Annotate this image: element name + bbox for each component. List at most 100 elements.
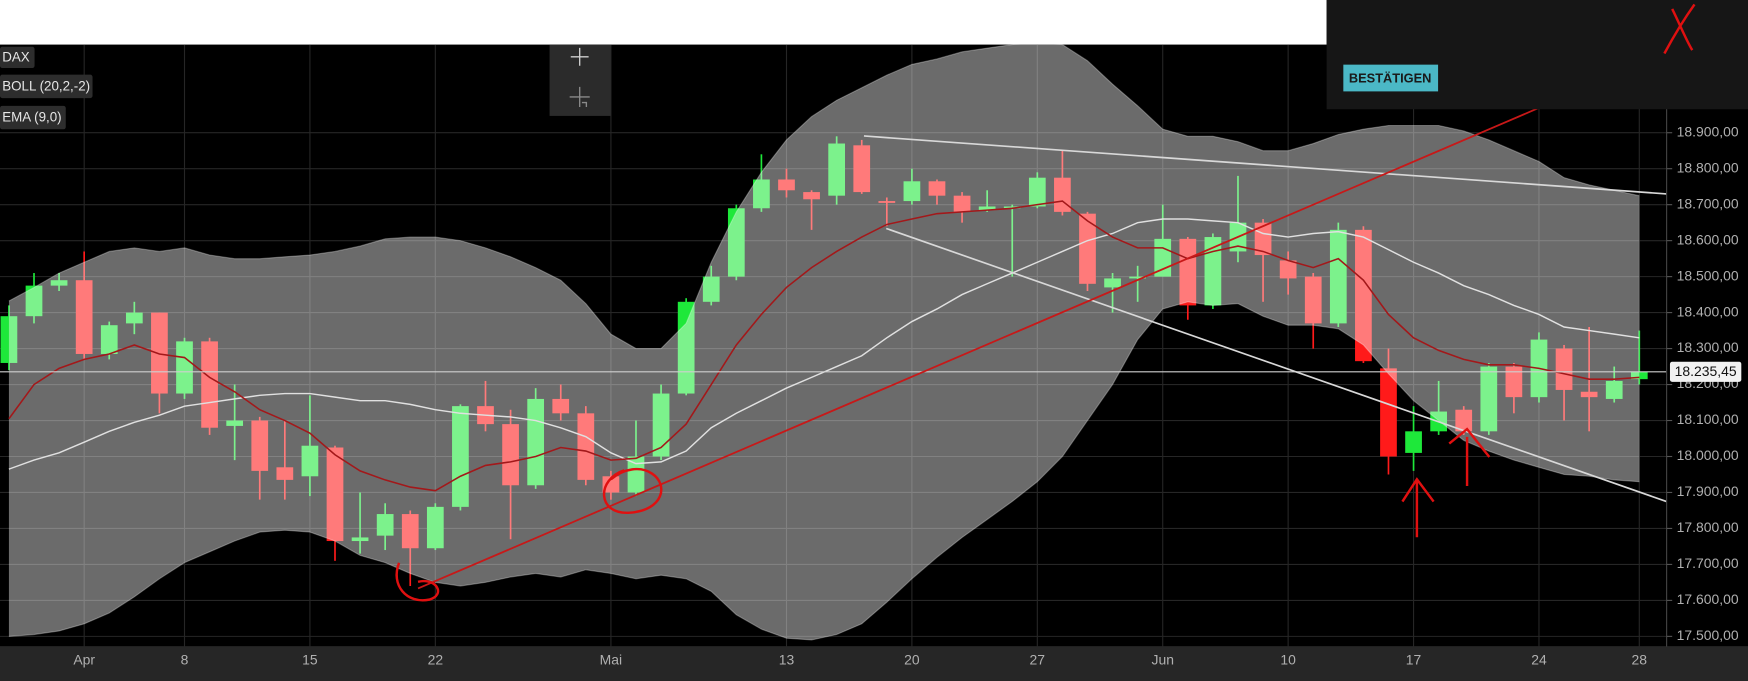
candle-body: [928, 181, 946, 196]
candle-body: [1580, 391, 1598, 398]
candle-body: [778, 179, 795, 191]
ema-line: [8, 200, 1640, 492]
candle-body: [803, 192, 820, 200]
y-tick-label: 18.600,00: [1677, 231, 1739, 247]
x-tick-label: 28: [1632, 652, 1648, 668]
last-price-label: 18.235,45: [1675, 363, 1737, 379]
arrow-mark: [1448, 427, 1491, 486]
candle-body: [1605, 380, 1623, 399]
candle-body: [276, 467, 294, 480]
trend-line: [863, 135, 1667, 195]
candle-body: [1455, 409, 1473, 432]
x-tick-label: 27: [1030, 652, 1046, 668]
x-tick-label: 8: [181, 652, 189, 668]
candle-body: [0, 316, 18, 363]
y-tick-label: 18.300,00: [1677, 339, 1739, 355]
tool-box[interactable]: [549, 44, 611, 116]
candle-body: [1129, 276, 1147, 279]
band-fill: [8, 44, 1640, 640]
confirm-button[interactable]: [1343, 64, 1439, 92]
legend: DAX BOLL (20,2,-2) EMA (9,0): [0, 46, 93, 130]
circle-mark: [602, 467, 663, 514]
candle-body: [753, 179, 770, 209]
measure-icon[interactable]: [569, 86, 590, 107]
candle-body: [1254, 222, 1272, 256]
candle-body: [1329, 229, 1347, 324]
candle-body: [376, 514, 394, 536]
x-tick-label: 20: [904, 652, 920, 668]
candle-body: [25, 285, 43, 317]
trend-line: [417, 107, 1539, 590]
legend-box: [0, 105, 66, 130]
candle-body: [1003, 206, 1021, 209]
candle-body: [1079, 213, 1096, 284]
confirm-button-label[interactable]: BESTÄTIGEN: [1349, 71, 1431, 86]
x-tick-label: Jun: [1152, 652, 1174, 668]
candle-body: [1380, 368, 1397, 457]
y-tick-label: 18.500,00: [1677, 267, 1739, 283]
candle-body: [1555, 348, 1573, 390]
candle-body: [125, 312, 143, 324]
y-tick-label: 17.900,00: [1677, 483, 1739, 499]
candle-body: [452, 406, 469, 507]
candle-body: [1179, 238, 1197, 306]
legend-box: [0, 46, 35, 68]
candle-body: [1054, 177, 1071, 212]
candle-body: [1405, 431, 1422, 453]
x-tick-label: Apr: [73, 652, 95, 668]
legend-label: DAX: [2, 49, 30, 64]
trend-line: [885, 227, 1667, 503]
candle-body: [226, 420, 244, 426]
candle-body: [176, 341, 193, 394]
circle-mark: [395, 562, 440, 602]
candle-body: [903, 181, 921, 202]
candle-body: [878, 201, 896, 203]
candle-body: [401, 514, 419, 549]
x-tick-label: 10: [1280, 652, 1296, 668]
legend-label: BOLL (20,2,-2): [2, 78, 90, 93]
candle-body: [1480, 366, 1498, 432]
candle-body: [502, 424, 519, 486]
candle-body: [1355, 229, 1372, 362]
plot-background: [0, 44, 1748, 647]
x-tick-label: Mai: [600, 652, 622, 668]
band-upper: [8, 44, 1640, 350]
bollinger: [0, 44, 1667, 641]
y-tick-label: 17.500,00: [1677, 627, 1739, 643]
candle-body: [702, 276, 720, 302]
y-tick-label: 17.800,00: [1677, 519, 1739, 535]
legend-label: EMA (9,0): [2, 110, 61, 125]
candle-body: [627, 456, 645, 493]
candle-body: [50, 280, 68, 286]
candle-body: [326, 447, 344, 542]
candle-body: [1630, 371, 1648, 380]
candle-body: [953, 195, 971, 212]
x-tick-label: 17: [1406, 652, 1422, 668]
candle-body: [577, 413, 595, 480]
arrow-mark: [1401, 477, 1435, 538]
y-tick-label: 18.000,00: [1677, 447, 1739, 463]
crosshair-icon[interactable]: [570, 47, 589, 66]
x-tick-label: 22: [428, 652, 444, 668]
x-tick-label: 24: [1531, 652, 1547, 668]
candle-body: [251, 420, 269, 471]
candle-body: [978, 206, 996, 211]
last-price-box: [1669, 361, 1742, 382]
candle-body: [75, 280, 93, 354]
x-tick-label: 15: [302, 652, 318, 668]
candle-body: [853, 145, 871, 193]
candle-body: [1304, 276, 1322, 324]
candle-body: [1104, 278, 1121, 288]
axes: 17.500,00 17.600,00 17.700,00 17.800,00 17.9…: [73, 123, 1742, 668]
candle-body: [828, 143, 846, 196]
candle-body: [351, 537, 369, 542]
candle-body: [677, 301, 695, 394]
candle-body: [1028, 177, 1046, 207]
x-tick-label: 13: [779, 652, 795, 668]
candle-body: [426, 506, 444, 549]
candle-body: [201, 341, 218, 428]
x-axis-strip: [0, 646, 1748, 681]
y-tick-label: 18.800,00: [1677, 159, 1739, 175]
